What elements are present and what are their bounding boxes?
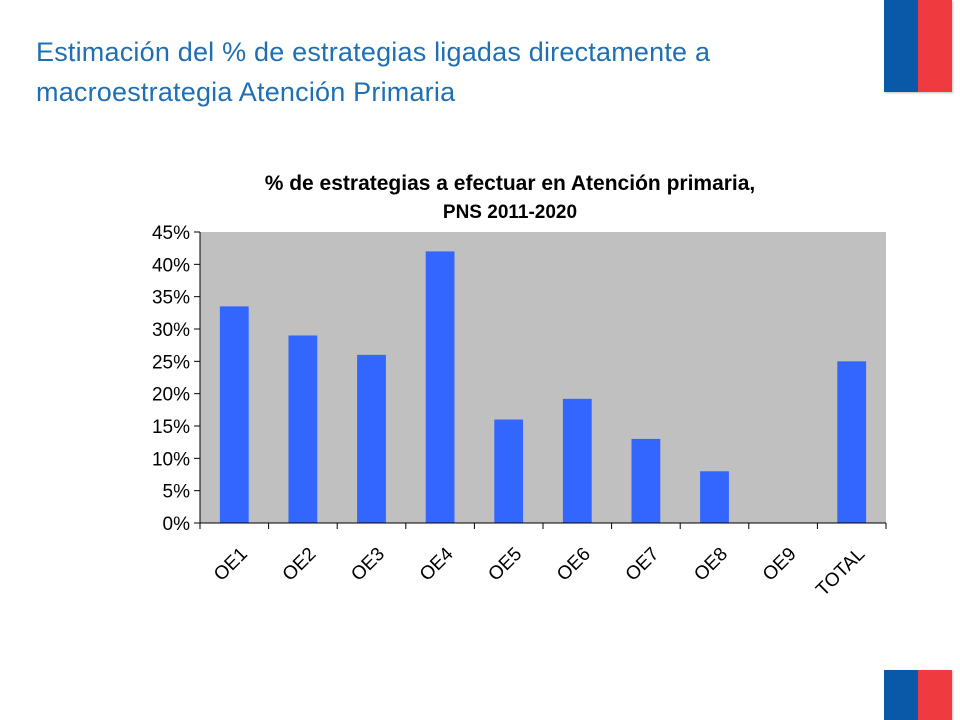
slide-title-line-1: Estimación del % de estrategias ligadas …	[36, 37, 711, 67]
x-tick-label-oe5: OE5	[484, 544, 526, 586]
bar-oe8	[700, 471, 729, 523]
chart-title-line-2: PNS 2011-2020	[443, 202, 577, 223]
y-tick-label: 25%	[152, 352, 190, 373]
x-tick-label-oe7: OE7	[622, 544, 664, 586]
flag-red-stripe	[918, 0, 952, 92]
y-tick-label: 5%	[163, 482, 191, 503]
flag-blue-stripe	[884, 670, 918, 720]
x-tick-label-oe3: OE3	[347, 544, 389, 586]
x-tick-label-oe8: OE8	[690, 544, 732, 586]
slide-title-line-2: macroestrategia Atención Primaria	[36, 77, 456, 107]
chile-flag-logo-bottom	[884, 670, 952, 720]
bar-oe3	[357, 354, 386, 523]
chart-title-line-1: % de estrategias a efectuar en Atención …	[265, 172, 756, 195]
y-tick-label: 35%	[152, 288, 190, 309]
bar-oe2	[288, 335, 318, 523]
x-tick-label-oe9: OE9	[759, 544, 801, 586]
y-tick-label: 45%	[152, 223, 190, 244]
flag-red-stripe	[918, 670, 952, 720]
bar-oe6	[562, 398, 592, 523]
flag-blue-stripe	[884, 0, 918, 92]
slide-title: Estimación del % de estrategias ligadas …	[36, 32, 856, 112]
bar-oe4	[425, 251, 455, 523]
bar-oe5	[494, 419, 524, 523]
y-tick-label: 0%	[163, 514, 191, 535]
x-tick-label-oe1: OE1	[210, 544, 252, 586]
y-tick-label: 40%	[152, 255, 190, 276]
y-tick-label: 15%	[152, 417, 190, 438]
y-tick-label: 20%	[152, 385, 190, 406]
bar-oe7	[631, 438, 661, 523]
bar-total	[837, 361, 867, 523]
chile-flag-logo-top	[884, 0, 952, 92]
y-tick-label: 30%	[152, 320, 190, 341]
y-tick-label: 10%	[152, 449, 190, 470]
x-tick-label-oe6: OE6	[553, 544, 595, 586]
x-tick-label-oe4: OE4	[416, 543, 458, 585]
x-tick-label-total: TOTAL	[812, 544, 869, 601]
bar-oe1	[219, 306, 249, 523]
x-tick-label-oe2: OE2	[279, 544, 321, 586]
bars-group	[219, 251, 867, 523]
